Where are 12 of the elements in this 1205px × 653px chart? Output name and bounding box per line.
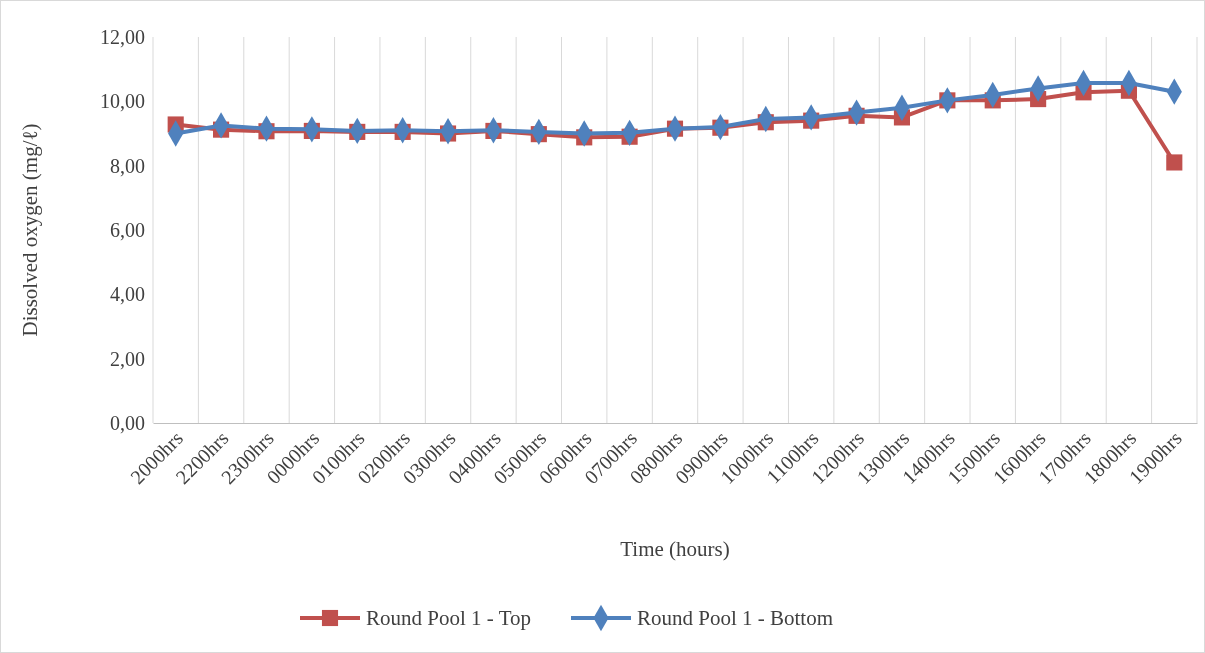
y-axis-title: Dissolved oxygen (mg/ℓ) (18, 123, 42, 337)
y-tick-label: 6,00 (110, 218, 145, 241)
y-tick-label: 8,00 (110, 154, 145, 177)
legend-label: Round Pool 1 - Bottom (637, 606, 834, 630)
y-tick-label: 12,00 (100, 25, 145, 48)
y-tick-label: 0,00 (110, 411, 145, 434)
y-tick-label: 4,00 (110, 283, 145, 306)
y-tick-label: 10,00 (100, 90, 145, 113)
y-tick-label: 2,00 (110, 347, 145, 370)
point (1166, 154, 1183, 171)
legend-label: Round Pool 1 - Top (366, 606, 531, 630)
x-axis-title: Time (hours) (620, 537, 730, 561)
